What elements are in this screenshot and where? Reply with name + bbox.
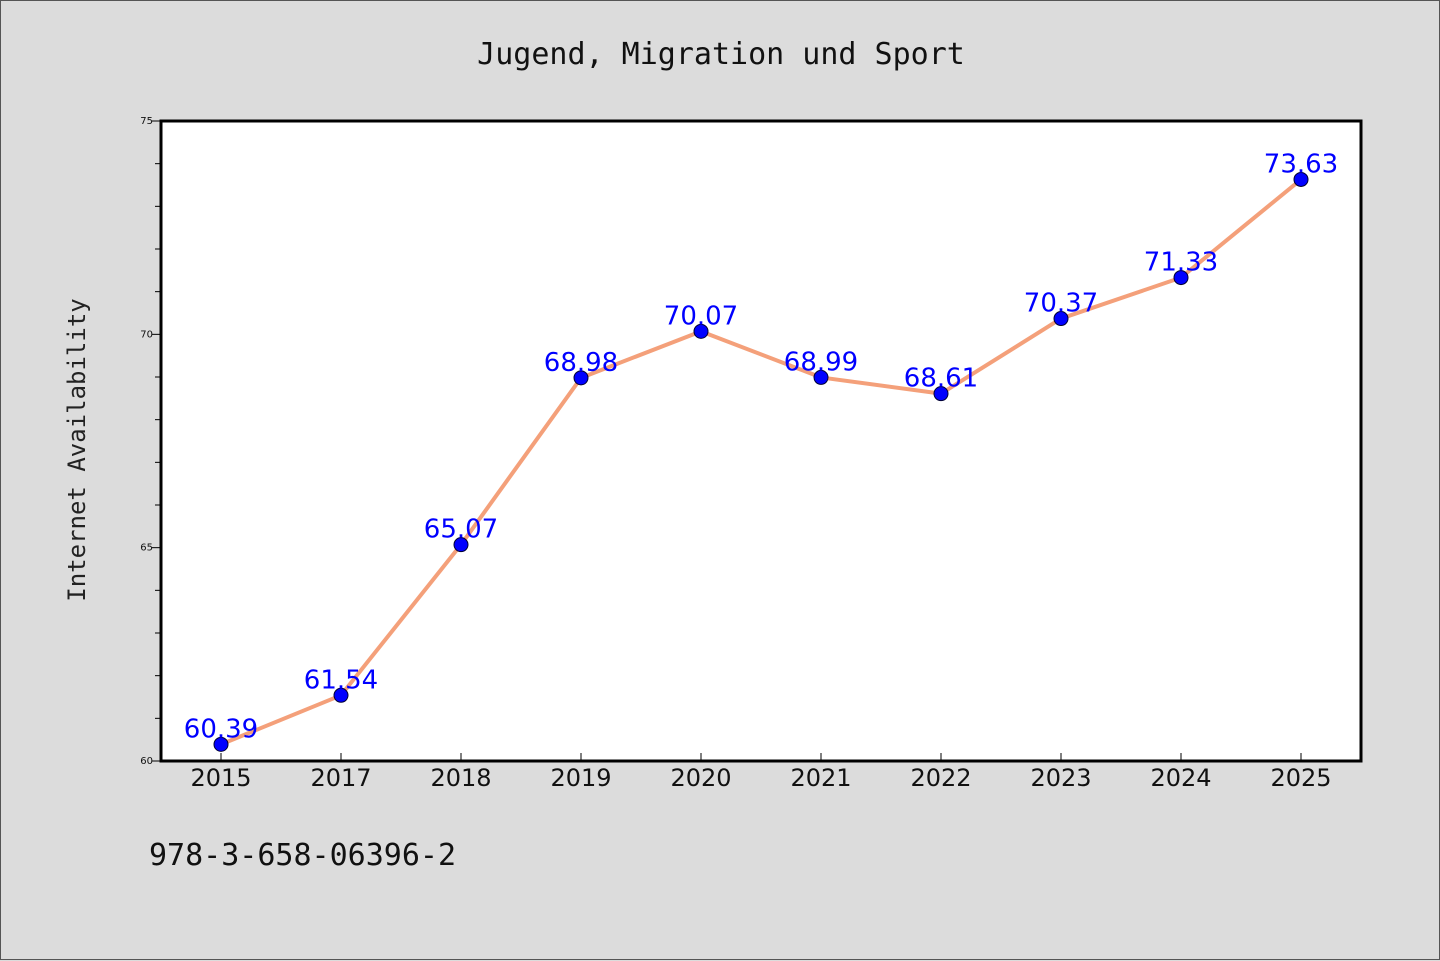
y-tick-label: 70: [140, 329, 153, 340]
x-tick-label: 2017: [310, 764, 371, 792]
data-point: [1173, 270, 1189, 286]
x-tick-label: 2022: [910, 764, 971, 792]
series-line: [219, 177, 1303, 747]
y-axis-label: Internet Availability: [63, 298, 91, 601]
data-labels: 60.39 61.54 65.07 68.98 70.07 68.99 68.61 70.37…: [184, 149, 1338, 744]
x-tick-label: 2023: [1030, 764, 1091, 792]
data-point: [693, 323, 709, 339]
isbn-text: 978-3-658-06396-2: [149, 838, 456, 873]
data-label: 60.39: [184, 714, 258, 744]
x-tick-label: 2021: [790, 764, 851, 792]
x-tick-label: 2018: [430, 764, 491, 792]
series-line-group: [219, 177, 1303, 747]
data-label: 70.07: [664, 301, 738, 331]
y-tick-label: 75: [140, 116, 153, 127]
x-tick-label: 2015: [190, 764, 251, 792]
data-point: [1293, 171, 1309, 187]
data-point: [813, 369, 829, 385]
data-label: 65.07: [424, 515, 498, 545]
x-tick-label: 2020: [670, 764, 731, 792]
data-label: 70.37: [1024, 289, 1098, 319]
data-label: 61.54: [304, 665, 378, 695]
y-tick-label: 65: [140, 543, 153, 554]
y-axis-ticks: 60 65 70 75: [140, 116, 161, 767]
data-point: [453, 537, 469, 553]
data-point: [1053, 311, 1069, 327]
data-point: [333, 687, 349, 703]
plot-area: [159, 119, 1363, 763]
chart-title: Jugend, Migration und Sport: [477, 37, 965, 72]
data-label: 71.33: [1144, 248, 1218, 278]
data-point: [213, 736, 229, 752]
data-label: 68.98: [544, 348, 618, 378]
data-label: 73.63: [1264, 149, 1338, 179]
x-tick-label: 2025: [1270, 764, 1331, 792]
x-tick-label: 2024: [1150, 764, 1211, 792]
data-point: [933, 386, 949, 402]
y-tick-label: 60: [140, 756, 153, 767]
data-markers: [213, 171, 1309, 752]
x-axis-ticks: 2015 2017 2018 2019 2020 2021 2022 2023 2024 2025: [190, 753, 1332, 792]
data-point: [573, 370, 589, 386]
data-label: 68.99: [784, 347, 858, 377]
data-label: 68.61: [904, 364, 978, 394]
x-tick-label: 2019: [550, 764, 611, 792]
